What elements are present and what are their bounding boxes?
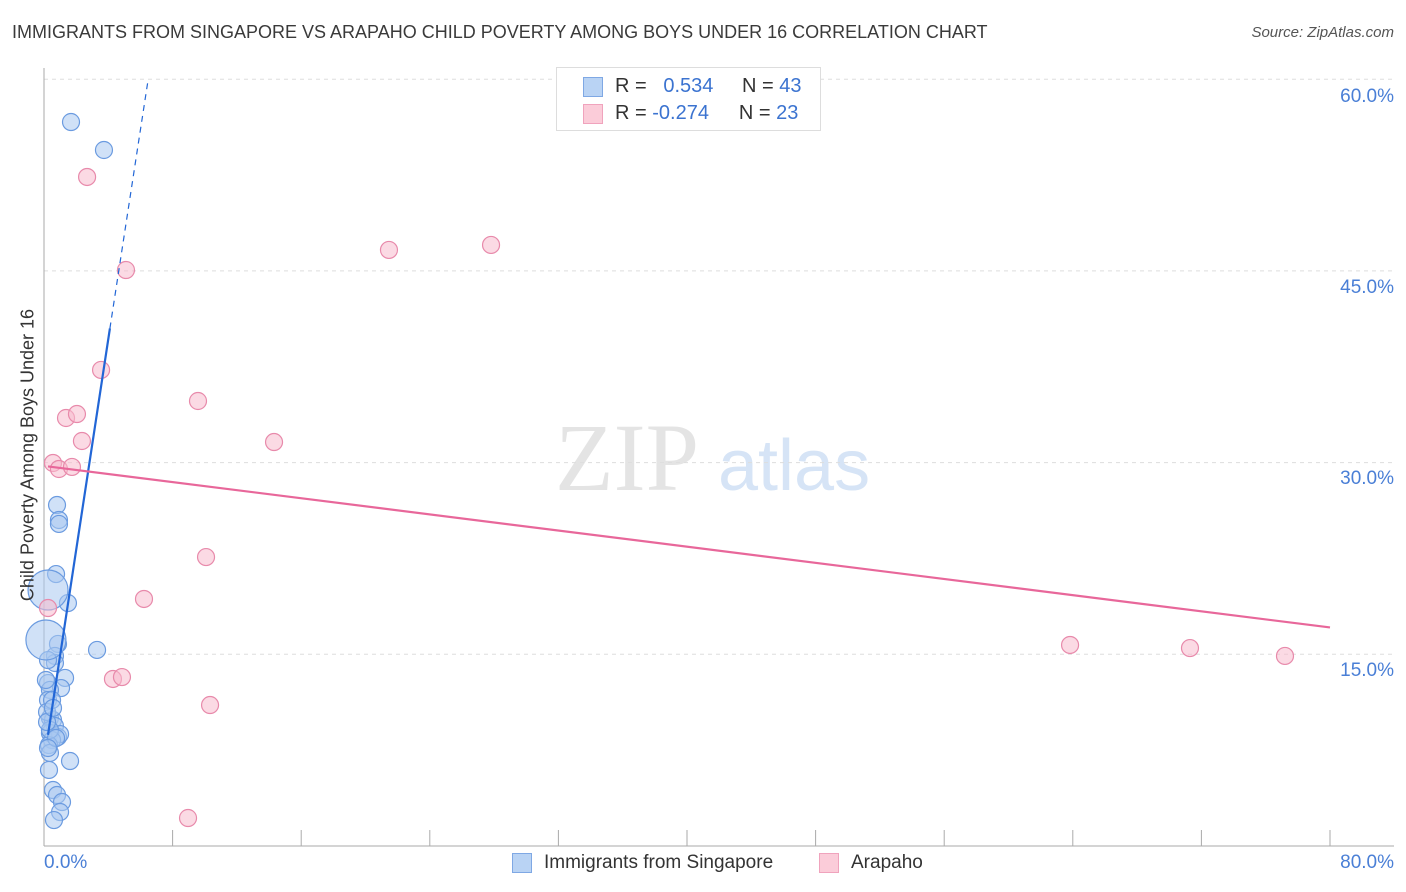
r-value: -0.274 <box>652 102 709 124</box>
trendline-arapaho <box>47 465 1331 629</box>
point-arapaho <box>1060 635 1080 655</box>
swatch-blue <box>512 853 532 873</box>
point-arapaho <box>379 240 399 260</box>
r-label: R = <box>615 75 647 97</box>
y-tick-45: 45.0% <box>1340 277 1394 298</box>
watermark-zip: ZIP <box>555 404 699 511</box>
r-label: R = <box>615 102 647 124</box>
point-singapore <box>44 810 64 830</box>
trendline-singapore <box>46 328 111 735</box>
watermark-atlas: atlas <box>718 426 870 506</box>
legend-label: Immigrants from Singapore <box>544 852 774 873</box>
point-arapaho <box>178 808 198 828</box>
point-singapore <box>47 495 67 515</box>
legend-item-arapaho: Arapaho <box>819 852 923 874</box>
point-arapaho <box>62 457 82 477</box>
point-singapore <box>87 640 107 660</box>
n-label: N = <box>742 75 774 97</box>
point-singapore <box>39 760 59 780</box>
point-singapore <box>60 751 80 771</box>
point-arapaho <box>188 391 208 411</box>
point-arapaho <box>200 695 220 715</box>
y-tick-30: 30.0% <box>1340 468 1394 489</box>
point-arapaho <box>77 167 97 187</box>
x-tick-min: 0.0% <box>44 852 88 873</box>
chart-title: IMMIGRANTS FROM SINGAPORE VS ARAPAHO CHI… <box>12 22 988 42</box>
point-arapaho <box>67 404 87 424</box>
n-value: 23 <box>776 102 799 124</box>
point-arapaho <box>38 598 58 618</box>
point-arapaho <box>134 589 154 609</box>
point-singapore <box>94 140 114 160</box>
n-label: N = <box>738 102 771 124</box>
r-value: 0.534 <box>663 75 714 97</box>
point-arapaho <box>116 260 136 280</box>
stats-legend: R = 0.534 N = 43 R = -0.274 N = 23 <box>556 67 821 131</box>
point-arapaho <box>112 667 132 687</box>
source-label: Source: ZipAtlas.com <box>1251 24 1394 41</box>
swatch-blue <box>583 76 603 97</box>
point-singapore <box>25 619 67 661</box>
point-arapaho <box>91 360 111 380</box>
legend-item-singapore: Immigrants from Singapore <box>512 852 773 874</box>
legend-label: Arapaho <box>851 852 923 873</box>
trendline-extension <box>109 80 149 329</box>
swatch-pink <box>583 103 603 124</box>
y-tick-60: 60.0% <box>1340 86 1394 107</box>
point-singapore <box>61 112 81 132</box>
point-singapore <box>38 738 58 758</box>
legend-row-arapaho: R = -0.274 N = 23 <box>583 102 798 125</box>
point-arapaho <box>196 547 216 567</box>
point-arapaho <box>1275 646 1295 666</box>
y-tick-15: 15.0% <box>1340 660 1394 681</box>
swatch-pink <box>819 853 839 873</box>
point-arapaho <box>264 432 284 452</box>
n-value: 43 <box>779 75 802 97</box>
point-arapaho <box>1180 638 1200 658</box>
point-singapore <box>49 514 69 534</box>
x-tick-max: 80.0% <box>1340 852 1394 873</box>
point-arapaho <box>481 235 501 255</box>
legend-row-singapore: R = 0.534 N = 43 <box>583 75 802 98</box>
point-singapore <box>36 670 56 690</box>
point-arapaho <box>72 431 92 451</box>
y-axis-label: Child Poverty Among Boys Under 16 <box>17 308 38 602</box>
